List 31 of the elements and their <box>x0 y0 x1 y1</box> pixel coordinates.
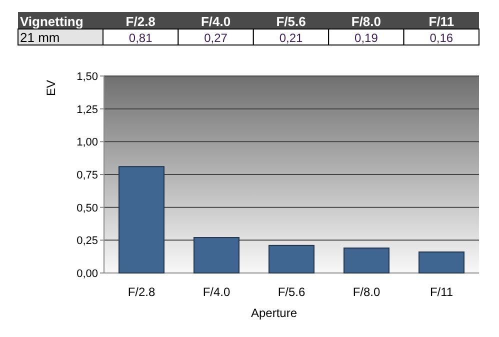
bar <box>194 237 240 274</box>
y-tick-label: 1,00 <box>76 136 98 149</box>
y-axis-title: EV <box>44 80 58 96</box>
y-tick-label: 0,25 <box>76 235 98 248</box>
y-tick-label: 0,00 <box>76 268 98 280</box>
y-tick-label: 0,75 <box>76 170 98 182</box>
bar <box>418 251 464 274</box>
category-label: F/5.6 <box>276 14 306 29</box>
data-label: 0,81 <box>128 31 153 45</box>
x-tick-label: F/5.6 <box>278 285 306 299</box>
data-label: 0,16 <box>430 31 454 45</box>
data-label: 0,19 <box>354 31 378 45</box>
category-label: F/8.0 <box>351 14 382 29</box>
bar <box>344 248 390 274</box>
x-axis-title: Aperture <box>250 306 298 320</box>
y-tick-label: 1,25 <box>76 104 98 116</box>
category-label: F/11 <box>428 14 454 29</box>
bar <box>118 166 164 274</box>
x-tick-label: F/4.0 <box>202 285 230 299</box>
x-tick-label: F/8.0 <box>352 285 380 299</box>
y-tick-label: 0,50 <box>76 202 98 214</box>
category-label: F/4.0 <box>200 14 231 29</box>
text: 21 mm <box>20 30 60 45</box>
x-tick-label: F/11 <box>430 285 454 299</box>
x-tick-label: F/2.8 <box>128 285 156 299</box>
category-label: F/2.8 <box>126 14 156 29</box>
data-label: 0,21 <box>279 31 303 45</box>
bar <box>268 244 314 274</box>
data-label: 0,27 <box>204 31 228 45</box>
chart-title: Vignetting <box>20 14 84 29</box>
y-tick-label: 1,50 <box>76 71 98 83</box>
